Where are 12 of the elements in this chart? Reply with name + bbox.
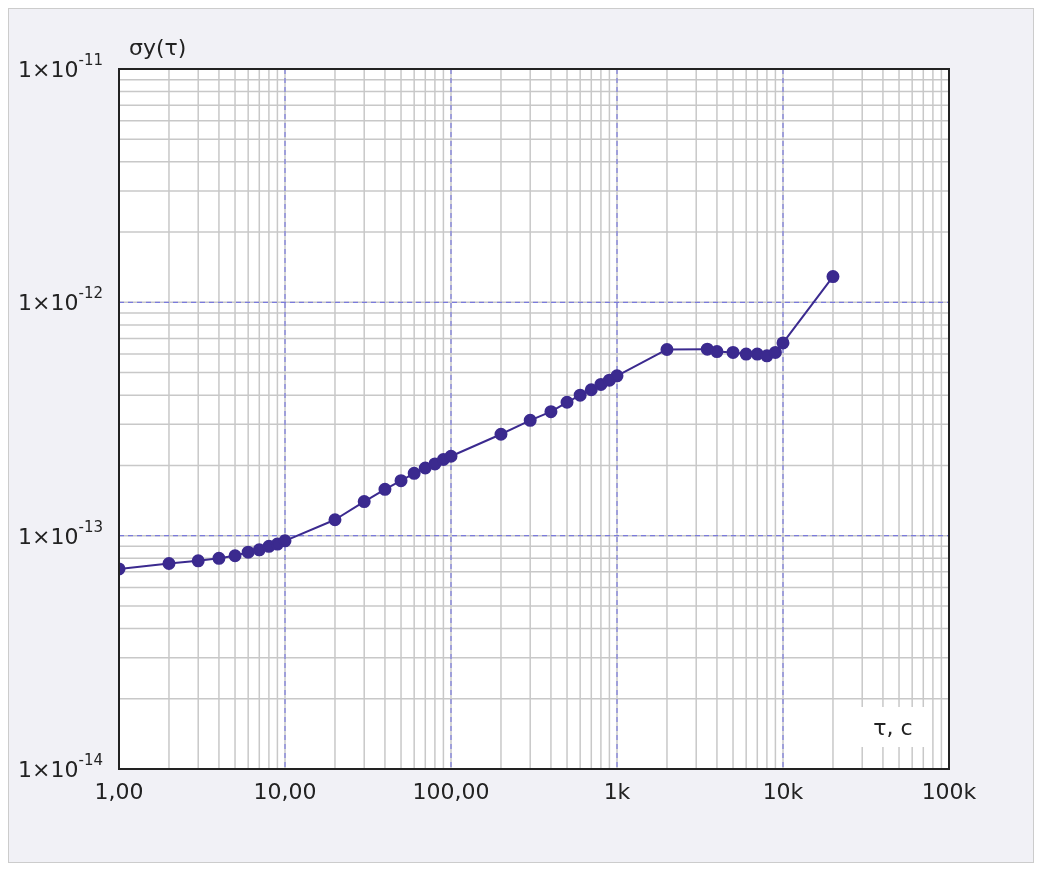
x-tick-label: 1,00 [94, 779, 144, 804]
x-tick-label: 10k [762, 779, 804, 804]
y-tick-label: 1×10$^{-11}$ [18, 51, 103, 82]
x-tick-label: 1k [603, 779, 631, 804]
x-tick-label: 100k [921, 779, 977, 804]
x-tick-label: 10,00 [253, 779, 317, 804]
y-tick-label: 1×10$^{-12}$ [18, 284, 103, 315]
y-tick-label: 1×10$^{-13}$ [18, 517, 103, 549]
x-axis-title: τ, с [854, 707, 932, 747]
y-tick-label: 1×10$^{-14}$ [18, 751, 103, 782]
y-axis-title: σy(τ) [129, 35, 187, 60]
x-tick-label: 100,00 [412, 779, 490, 804]
